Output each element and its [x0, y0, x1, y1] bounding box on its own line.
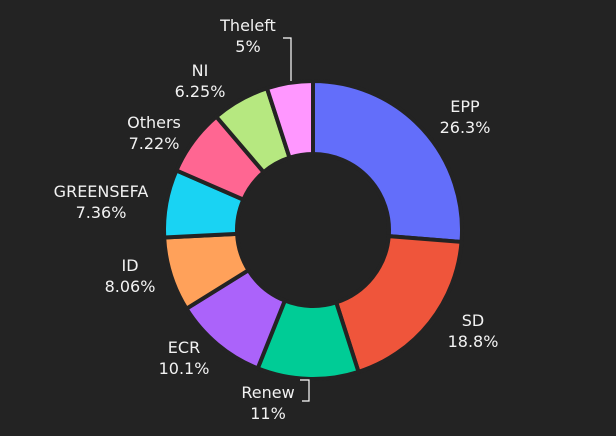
- slice-sd[interactable]: [334, 234, 464, 374]
- slice-percent-theleft: 5%: [235, 37, 260, 56]
- slice-percent-renew: 11%: [250, 404, 286, 423]
- slice-theleft[interactable]: [264, 79, 315, 160]
- slice-label-sd: SD: [462, 311, 484, 330]
- slice-label-greensefa: GREENSEFA: [54, 182, 149, 201]
- slice-percent-others: 7.22%: [129, 134, 180, 153]
- slice-percent-id: 8.06%: [105, 277, 156, 296]
- slice-label-ecr: ECR: [168, 338, 200, 357]
- label-group: EPP 26.3% SD 18.8% Renew 11% ECR 10.1% ID 8.06% GR…: [54, 16, 499, 423]
- slice-group: [162, 79, 464, 381]
- leader-line-group: [283, 37, 310, 402]
- leader-line-renew: [300, 379, 310, 402]
- leader-line-theleft: [283, 37, 292, 81]
- slice-label-epp: EPP: [450, 97, 480, 116]
- slice-label-theleft: Theleft: [219, 16, 276, 35]
- slice-label-ni: NI: [192, 61, 209, 80]
- slice-percent-ecr: 10.1%: [159, 359, 210, 378]
- slice-label-others: Others: [127, 113, 181, 132]
- slice-epp[interactable]: [311, 79, 464, 244]
- slice-percent-epp: 26.3%: [440, 118, 491, 137]
- slice-label-id: ID: [121, 256, 138, 275]
- slice-percent-ni: 6.25%: [175, 82, 226, 101]
- slice-percent-sd: 18.8%: [448, 332, 499, 351]
- slice-percent-greensefa: 7.36%: [76, 203, 127, 222]
- slice-label-renew: Renew: [241, 383, 294, 402]
